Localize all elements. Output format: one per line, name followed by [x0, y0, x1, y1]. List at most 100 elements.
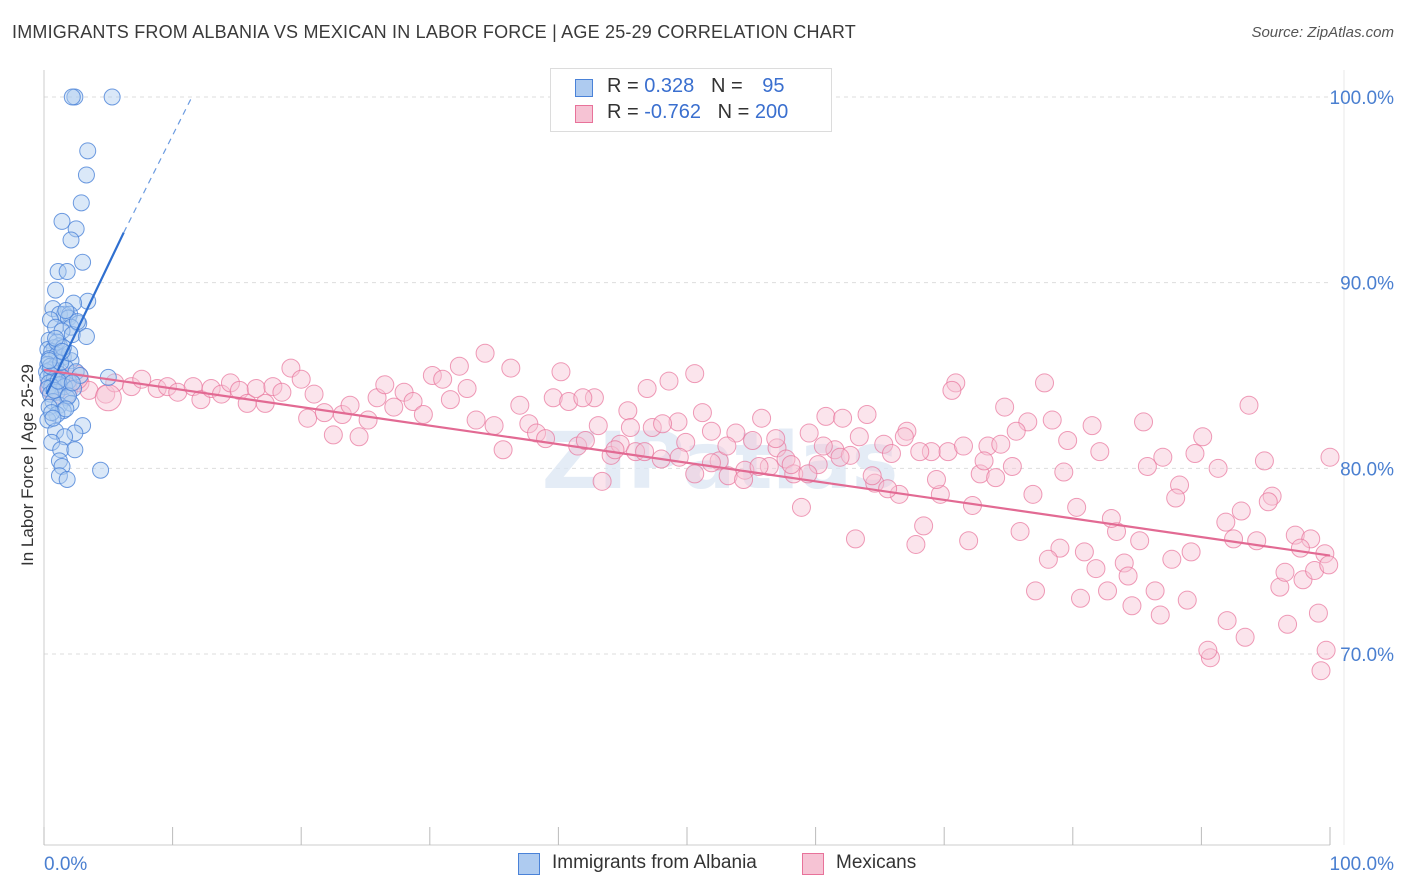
mexicans-point-126: [1137, 456, 1157, 476]
mexicans-point-181: [862, 466, 882, 486]
mexicans-point-137: [1224, 529, 1244, 549]
mexicans-point-44: [466, 410, 486, 430]
mexicans-point-171: [1023, 484, 1043, 504]
trend-lines: [43, 96, 1331, 557]
mexicans-point-112: [1026, 581, 1046, 601]
mexicans-points: [39, 343, 1340, 681]
mexicans-point-117: [1067, 497, 1087, 517]
albania-point-68: [43, 433, 61, 451]
mexicans-point-142: [1262, 486, 1282, 506]
albania-point-70: [66, 441, 84, 459]
albania-point-84: [43, 404, 61, 422]
legend-row-mexicans: R = -0.762 N = 200: [575, 101, 788, 127]
mexicans-point-164: [1134, 412, 1154, 432]
mexicans-point-83: [791, 497, 811, 517]
mexicans-point-183: [830, 447, 850, 467]
y-tick-labels: 70.0% 80.0% 90.0% 100.0%: [1330, 88, 1395, 666]
mexicans-point-109: [1002, 456, 1022, 476]
mexicans-point-178: [910, 442, 930, 462]
mexicans-point-138: [1231, 501, 1251, 521]
albania-point-7: [67, 220, 85, 238]
mexicans-point-158: [1235, 627, 1255, 647]
albania-trend-line: [45, 232, 125, 395]
mexicans-point-46: [484, 416, 504, 436]
albania-point-92: [57, 400, 75, 418]
x-tick-labels: 0.0% 100.0%: [44, 854, 1394, 875]
mexicans-point-116: [1058, 430, 1078, 450]
albania-point-74: [50, 467, 68, 485]
mexicans-point-40: [433, 369, 453, 389]
mexicans-point-39: [422, 366, 442, 385]
mexicans-point-54: [551, 362, 571, 382]
mexicans-point-165: [1118, 566, 1138, 586]
mexicans-point-125: [1130, 531, 1150, 551]
mexicans-point-167: [1086, 559, 1106, 579]
mexicans-point-141: [1254, 451, 1274, 471]
legend-swatch-mexicans: [575, 105, 593, 123]
mexicans-point-139: [1239, 395, 1259, 415]
mexicans-point-27: [314, 403, 334, 423]
mexicans-point-34: [375, 375, 395, 395]
y-tick-label-2: 90.0%: [1340, 274, 1394, 295]
mexicans-point-42: [449, 356, 469, 376]
albania-point-11: [58, 263, 76, 281]
mexicans-point-119: [1082, 416, 1102, 436]
albania-point-75: [58, 470, 76, 488]
mexicans-point-160: [1198, 640, 1218, 660]
mexicans-point-172: [1006, 421, 1026, 441]
mexicans-point-127: [1145, 581, 1165, 601]
mexicans-point-81: [776, 449, 796, 469]
mexicans-cluster-point-2: [94, 384, 122, 412]
mexicans-point-110: [1010, 521, 1030, 541]
mexicans-point-140: [1247, 531, 1267, 551]
mexicans-point-97: [906, 534, 926, 554]
mexicans-point-22: [272, 382, 292, 402]
mexicans-point-108: [995, 397, 1015, 417]
mexicans-point-75: [726, 423, 746, 443]
mexicans-point-92: [865, 473, 885, 493]
mexicans-point-170: [1038, 549, 1058, 569]
mexicans-point-78: [752, 408, 772, 428]
bottom-legend-swatch-albania: [518, 853, 540, 875]
mexicans-point-98: [914, 516, 934, 536]
mexicans-point-114: [1042, 410, 1062, 430]
mexicans-point-90: [849, 427, 869, 447]
chart-source: Source: ZipAtlas.com: [1251, 24, 1394, 41]
mexicans-point-198: [588, 416, 608, 436]
mexicans-point-197: [605, 440, 625, 460]
x-tick-label-0: 0.0%: [44, 854, 87, 875]
mexicans-point-71: [692, 403, 712, 423]
mexicans-point-41: [440, 390, 460, 410]
mexicans-point-124: [1122, 596, 1142, 616]
y-tick-label-1: 80.0%: [1340, 459, 1394, 480]
mexicans-point-62: [618, 401, 638, 421]
mexicans-point-70: [685, 464, 705, 484]
mexicans-point-157: [1258, 492, 1278, 512]
mexicans-point-192: [685, 364, 705, 384]
mexicans-point-67: [659, 371, 679, 391]
mexicans-point-37: [403, 391, 423, 411]
albania-point-85: [59, 387, 77, 405]
chart-title: IMMIGRANTS FROM ALBANIA VS MEXICAN IN LA…: [12, 22, 856, 42]
mexicans-point-144: [1278, 614, 1298, 634]
mexicans-point-131: [1177, 590, 1197, 610]
mexicans-point-115: [1050, 538, 1070, 558]
mexicans-point-91: [857, 404, 877, 424]
mexicans-point-169: [1054, 462, 1074, 482]
mexicans-point-168: [1071, 588, 1091, 608]
mexicans-point-150: [1320, 447, 1340, 467]
mexicans-point-135: [1208, 458, 1228, 478]
mexicans-point-118: [1074, 542, 1094, 562]
mexicans-point-151: [1275, 562, 1295, 582]
mexicans-point-77: [743, 430, 763, 450]
mexicans-point-148: [1308, 603, 1328, 623]
mexicans-point-161: [1181, 542, 1201, 562]
legend-stats-mexicans: R = -0.762 N = 200: [607, 101, 789, 123]
mexicans-point-190: [717, 436, 737, 456]
mexicans-point-196: [620, 417, 640, 437]
mexicans-point-143: [1270, 577, 1290, 597]
mexicans-point-129: [1162, 549, 1182, 569]
mexicans-point-19: [246, 378, 266, 398]
bottom-legend-label-albania: Immigrants from Albania: [552, 852, 757, 873]
legend-stats-albania: R = 0.328 N = 95: [607, 75, 785, 97]
